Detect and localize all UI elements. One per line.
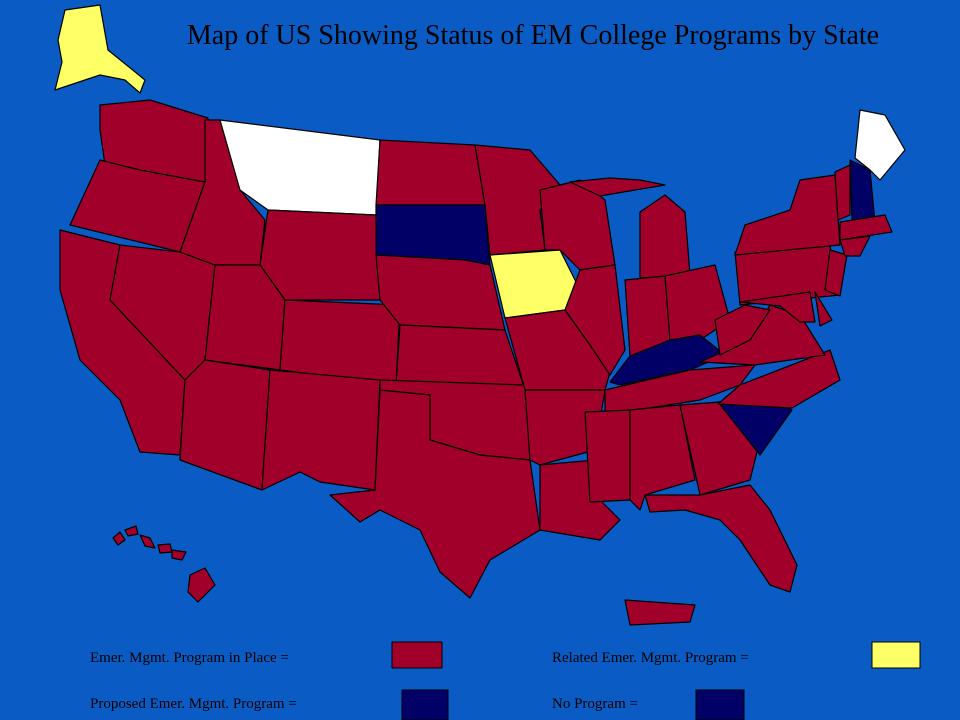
legend-label: Emer. Mgmt. Program in Place = <box>90 650 289 666</box>
hawaii-1 <box>112 531 126 546</box>
legend-swatch <box>695 689 745 720</box>
legend-swatch <box>871 641 921 669</box>
kansas <box>395 324 526 391</box>
legend-label: Related Emer. Mgmt. Program = <box>552 650 749 666</box>
arizona <box>179 359 271 491</box>
oregon <box>69 159 206 253</box>
legend-swatch <box>401 689 449 720</box>
hawaii-2 <box>124 525 139 537</box>
ohio <box>664 264 731 341</box>
wyoming <box>259 209 381 301</box>
new-jersey <box>824 249 848 297</box>
michigan <box>639 194 691 279</box>
illinois <box>564 264 626 376</box>
hawaii-6 <box>187 567 216 603</box>
puerto-rico <box>624 599 696 626</box>
florida <box>644 484 798 593</box>
kentucky <box>609 334 726 386</box>
arkansas <box>524 389 606 466</box>
maine <box>854 109 906 181</box>
nebraska <box>375 254 506 331</box>
west-virginia <box>714 304 771 356</box>
hawaii-5 <box>171 549 187 561</box>
alaska <box>54 4 146 94</box>
hawaii-3 <box>139 534 156 549</box>
mississippi <box>584 409 631 503</box>
new-mexico <box>261 369 381 491</box>
connecticut <box>839 235 871 257</box>
massachusetts <box>839 214 893 241</box>
states <box>54 4 906 626</box>
legend-label: Proposed Emer. Mgmt. Program = <box>90 696 297 712</box>
legend-label: No Program = <box>552 696 638 712</box>
michigan-up <box>569 177 666 197</box>
north-dakota <box>375 139 486 206</box>
vermont <box>834 164 851 221</box>
maryland <box>739 291 816 323</box>
texas <box>329 389 541 599</box>
minnesota <box>474 144 561 256</box>
title: Map of US Showing Status of EM College P… <box>187 20 879 51</box>
hawaii-4 <box>157 543 173 554</box>
legend-swatch <box>391 641 443 669</box>
delaware <box>814 291 833 327</box>
